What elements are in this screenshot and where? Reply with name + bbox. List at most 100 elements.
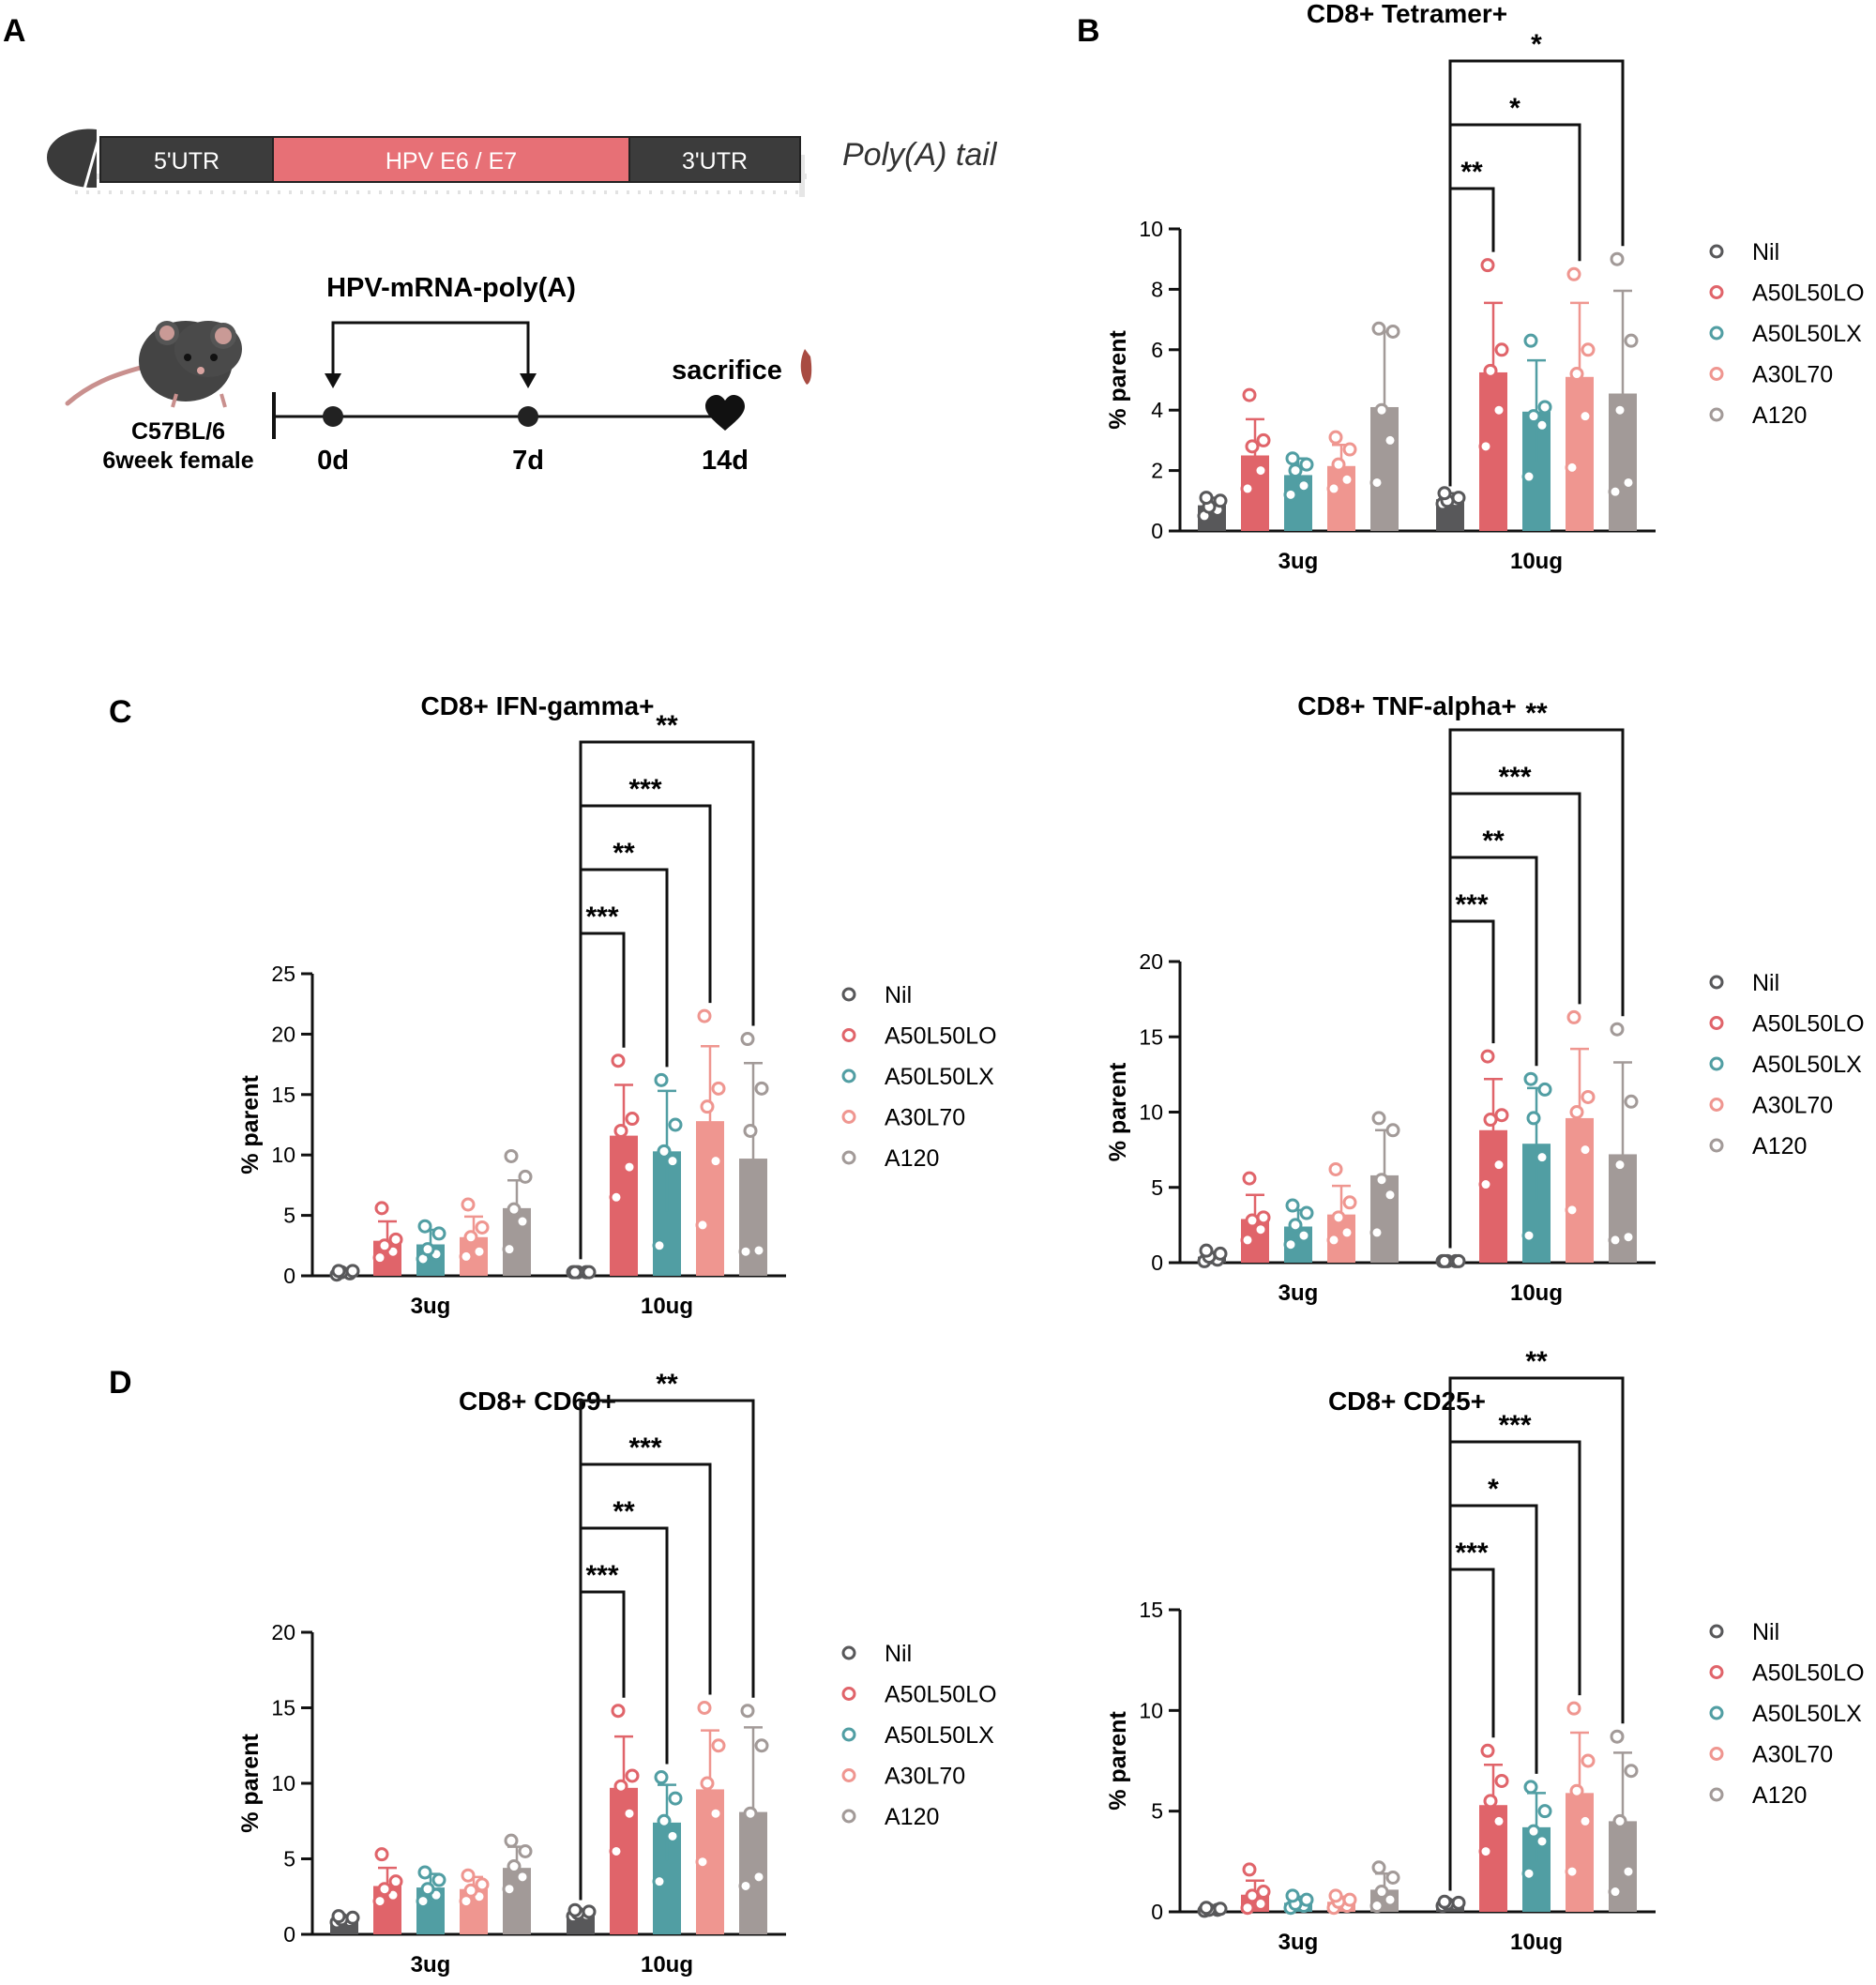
significance-label: *** [1455, 889, 1488, 920]
data-point [657, 1144, 672, 1159]
data-point [711, 1738, 726, 1753]
data-point [1483, 363, 1498, 378]
data-point [504, 1833, 519, 1848]
y-tick-label: 0 [283, 1922, 295, 1947]
x-category-label: 3ug [1278, 549, 1319, 574]
data-point [1565, 460, 1580, 475]
x-category-label: 3ug [1278, 1280, 1319, 1306]
schedule: HPV-mRNA-poly(A) 0d 7d 14d sacrifice [65, 273, 812, 476]
data-point [1328, 430, 1343, 445]
data-point [431, 1226, 446, 1241]
legend-marker [1709, 367, 1724, 381]
data-point [668, 1791, 683, 1806]
significance-label: ** [613, 838, 635, 869]
data-point [738, 1244, 753, 1259]
spleen-icon [800, 349, 812, 385]
utr5-box [99, 136, 274, 183]
data-point [1521, 469, 1536, 484]
data-point [1288, 1218, 1303, 1233]
data-point [1369, 1899, 1384, 1914]
data-point [1621, 1230, 1636, 1245]
significance-label: ** [613, 1496, 635, 1527]
y-tick-label: 10 [271, 1143, 295, 1167]
legend-marker [1709, 244, 1724, 259]
panel-label-a: A [3, 13, 26, 49]
x-category-label: 10ug [1510, 1930, 1563, 1955]
data-point [416, 1894, 431, 1909]
y-tick-label: 10 [1139, 1698, 1163, 1722]
legend-label: A50L50LO [1752, 1011, 1865, 1038]
significance-bracket [1448, 728, 1625, 1249]
data-point [1245, 1213, 1260, 1228]
chart-title: CD8+ CD25+ [1328, 1386, 1486, 1416]
data-point [345, 1910, 360, 1925]
data-point [754, 1081, 769, 1096]
significance-label: * [1531, 29, 1542, 60]
legend-label: Nil [1752, 239, 1779, 265]
chart-title: CD8+ Tetramer+ [1307, 0, 1507, 28]
legend-label: A50L50LX [885, 1722, 994, 1749]
legend-marker [1709, 1056, 1724, 1071]
data-point [1612, 1813, 1627, 1828]
data-point [1491, 1158, 1506, 1173]
data-point [708, 1806, 723, 1821]
data-point [613, 1123, 628, 1138]
data-point [1566, 1701, 1581, 1716]
x-category-label: 10ug [1510, 549, 1563, 574]
significance-label: ** [656, 710, 678, 741]
data-point [515, 1870, 530, 1885]
data-point [625, 1112, 640, 1127]
data-point [1383, 1892, 1398, 1907]
data-point [1494, 1108, 1509, 1123]
data-point [1521, 1228, 1536, 1243]
panel-label-d: D [109, 1365, 132, 1401]
legend-marker [1709, 1016, 1724, 1030]
significance-label: ** [1482, 826, 1505, 856]
data-point [1253, 463, 1268, 478]
data-point [1478, 439, 1493, 454]
data-point [377, 1238, 392, 1253]
data-point [625, 1768, 640, 1783]
panel-label-c: C [109, 694, 132, 730]
data-point [1283, 487, 1298, 502]
mouse-icon [65, 321, 242, 408]
data-point [609, 1189, 624, 1205]
data-point [1385, 1871, 1400, 1886]
y-tick-label: 0 [283, 1264, 295, 1288]
data-point [1612, 402, 1627, 417]
y-axis-label: % parent [1105, 330, 1131, 430]
legend-marker [1709, 326, 1724, 341]
data-point [1240, 1901, 1255, 1916]
chart-ifn-gamma: CD8+ IFN-gamma+ 0 5 10 15 20 25 % parent 3ug 10ug… [237, 691, 997, 1319]
data-point [1565, 1864, 1580, 1879]
data-point [1537, 1082, 1552, 1097]
data-point [652, 1238, 667, 1253]
legend-label: Nil [1752, 1619, 1779, 1645]
data-point [417, 1219, 432, 1234]
data-point [1383, 432, 1398, 447]
data-point [1526, 409, 1541, 424]
y-tick-label: 0 [1151, 1250, 1163, 1275]
data-point [1624, 1094, 1639, 1109]
data-point [388, 1232, 403, 1247]
y-tick-label: 5 [1151, 1799, 1163, 1824]
legend-marker [841, 1068, 856, 1083]
data-point [1491, 1813, 1506, 1828]
data-point [1578, 409, 1593, 424]
legend-marker [841, 1727, 856, 1742]
data-point [611, 1053, 626, 1068]
significance-bracket [1448, 59, 1625, 487]
legend-marker [841, 1645, 856, 1660]
data-point [1285, 1198, 1300, 1213]
data-point [472, 1244, 487, 1259]
y-tick-label: 5 [1151, 1175, 1163, 1200]
legend-label: A50L50LO [885, 1682, 997, 1708]
data-point [1339, 1225, 1354, 1240]
data-point [743, 1806, 758, 1821]
data-point [1535, 1834, 1550, 1849]
data-point [1624, 1764, 1639, 1779]
data-point [582, 1904, 597, 1919]
